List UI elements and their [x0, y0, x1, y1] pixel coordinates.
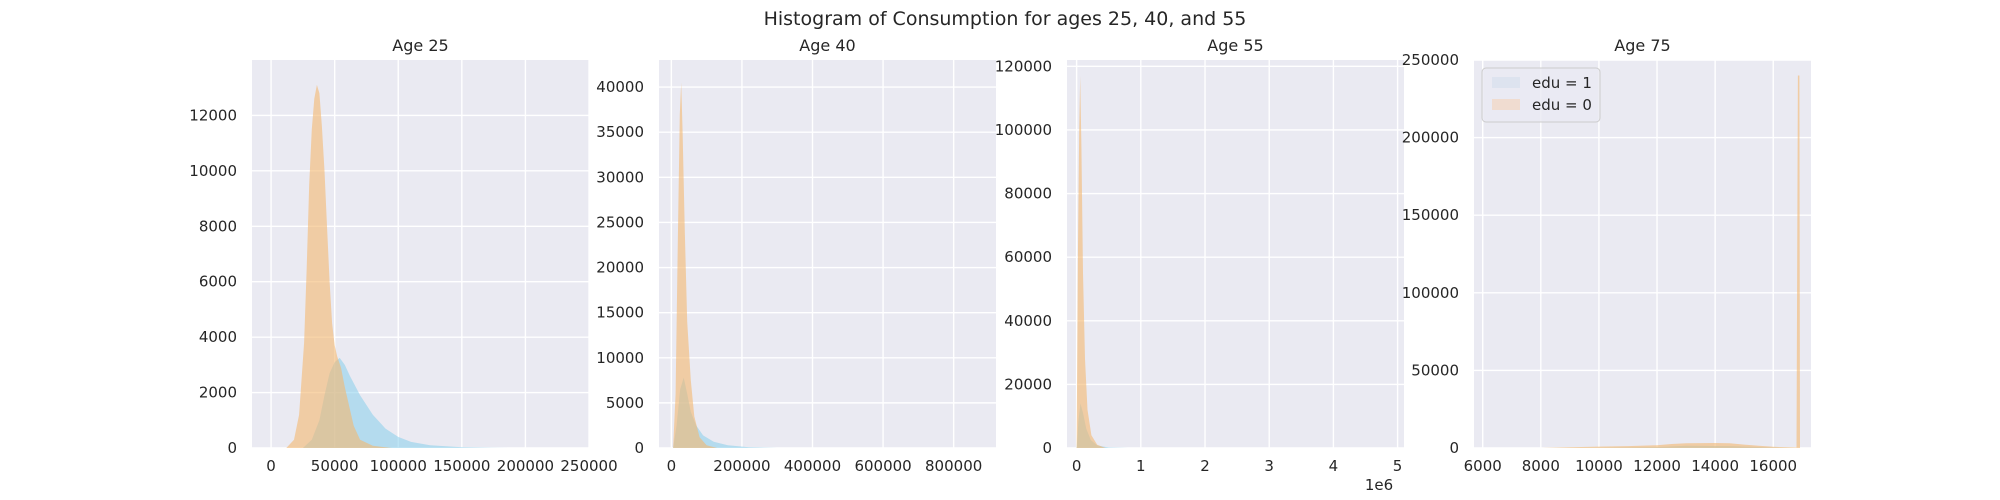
panel3-plot-area: [1067, 60, 1404, 448]
panel3-x-tick-label-1: 1: [1136, 457, 1146, 475]
panel4-x-tick-label-4: 14000: [1691, 457, 1739, 475]
panel2-y-tick-label-8: 40000: [596, 78, 644, 96]
legend-swatch-edu0: [1492, 99, 1520, 110]
panel2-y-tick-label-6: 30000: [596, 168, 644, 186]
panel1-series-edu1-area: [302, 357, 526, 448]
panel4-plot-area: [1474, 60, 1811, 448]
legend-label-edu1: edu = 1: [1532, 74, 1592, 92]
panel4-y-tick-label-2: 100000: [1402, 284, 1459, 302]
panel3-y-tick-label-1: 20000: [1004, 375, 1052, 393]
panel2-y-tick-label-3: 15000: [596, 304, 644, 322]
panel1-y-tick-label-3: 6000: [199, 273, 237, 291]
panel2-x-tick-label-1: 200000: [713, 457, 770, 475]
panel1-series-edu0-area: [286, 84, 392, 449]
panel3-y-tick-label-5: 100000: [995, 121, 1052, 139]
panel2-y-tick-label-4: 20000: [596, 259, 644, 277]
panel3-x-tick-label-4: 4: [1329, 457, 1339, 475]
panel2-series-edu0-area: [673, 82, 718, 448]
panel3-x-tick-label-3: 3: [1264, 457, 1274, 475]
panel2-y-tick-label-7: 35000: [596, 123, 644, 141]
panel4-y-tick-label-3: 150000: [1402, 206, 1459, 224]
panel2-x-tick-label-4: 800000: [925, 457, 982, 475]
panel3-x-tick-label-2: 2: [1200, 457, 1210, 475]
panel1-title: Age 25: [392, 36, 448, 55]
panel2-x-tick-label-0: 0: [667, 457, 677, 475]
panel1-y-tick-label-6: 12000: [189, 106, 237, 124]
figure-suptitle: Histogram of Consumption for ages 25, 40…: [764, 8, 1247, 30]
panel1-x-tick-label-3: 150000: [433, 457, 490, 475]
panel3-title: Age 55: [1207, 36, 1263, 55]
panel2-x-tick-label-3: 600000: [854, 457, 911, 475]
panel4-x-tick-label-5: 16000: [1749, 457, 1797, 475]
panel2-y-tick-label-5: 25000: [596, 213, 644, 231]
panel1-x-tick-label-0: 0: [266, 457, 276, 475]
legend-label-edu0: edu = 0: [1532, 96, 1592, 114]
panel4-x-tick-label-0: 6000: [1464, 457, 1502, 475]
panel2-title: Age 40: [799, 36, 855, 55]
panel1-y-tick-label-2: 4000: [199, 328, 237, 346]
panel1-y-tick-label-4: 8000: [199, 217, 237, 235]
panel4-y-tick-label-5: 250000: [1402, 51, 1459, 69]
panel4-y-tick-label-1: 50000: [1411, 361, 1459, 379]
panel2-y-tick-label-1: 5000: [606, 394, 644, 412]
panel4-x-tick-label-3: 12000: [1633, 457, 1681, 475]
panel3-x-tick-label-0: 0: [1072, 457, 1082, 475]
panel3-y-tick-label-3: 60000: [1004, 248, 1052, 266]
panel3-y-tick-label-4: 80000: [1004, 185, 1052, 203]
panel3-series-edu0-area: [1076, 75, 1106, 449]
panel1-x-tick-label-1: 50000: [311, 457, 359, 475]
panel3-x-offset-label: 1e6: [1365, 476, 1393, 494]
panel3-y-tick-label-6: 120000: [995, 57, 1052, 75]
panel3-y-tick-label-0: 0: [1042, 439, 1052, 457]
panel1-y-tick-label-0: 0: [227, 439, 237, 457]
legend-swatch-edu1: [1492, 77, 1520, 88]
panel1-x-tick-label-5: 250000: [560, 457, 617, 475]
panel2-y-tick-label-0: 0: [634, 439, 644, 457]
panel2-y-tick-label-2: 10000: [596, 349, 644, 367]
panel4-x-tick-label-2: 10000: [1575, 457, 1623, 475]
panel4-title: Age 75: [1614, 36, 1670, 55]
panel3-y-tick-label-2: 40000: [1004, 312, 1052, 330]
panel1-y-tick-label-1: 2000: [199, 384, 237, 402]
panel1-y-tick-label-5: 10000: [189, 162, 237, 180]
panel4-y-tick-label-4: 200000: [1402, 129, 1459, 147]
panel2-x-tick-label-2: 400000: [784, 457, 841, 475]
panel4-x-tick-label-1: 8000: [1522, 457, 1560, 475]
panel1-x-tick-label-4: 200000: [497, 457, 554, 475]
panel4-y-tick-label-0: 0: [1449, 439, 1459, 457]
panel1-x-tick-label-2: 100000: [370, 457, 427, 475]
panel2-series-edu1-area: [673, 377, 778, 448]
panel2-plot-area: [659, 60, 996, 448]
panel3-x-tick-label-5: 5: [1393, 457, 1403, 475]
